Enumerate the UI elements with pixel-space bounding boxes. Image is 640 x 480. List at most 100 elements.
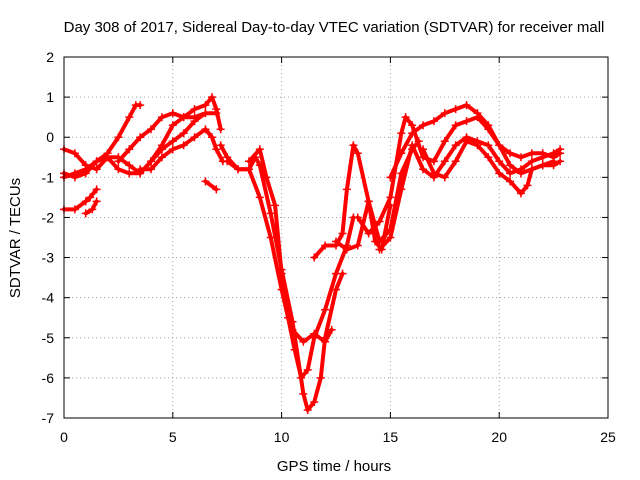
- data-point: [125, 145, 134, 154]
- data-point: [179, 113, 188, 122]
- data-point: [375, 245, 384, 254]
- data-point: [299, 389, 308, 398]
- x-tick-label: 20: [491, 429, 507, 445]
- data-point: [255, 193, 264, 202]
- data-point: [216, 125, 225, 134]
- data-point: [429, 169, 438, 178]
- data-point: [157, 145, 166, 154]
- series-12-trace: [312, 139, 421, 260]
- data-point: [549, 157, 558, 166]
- series-17-trace: [421, 139, 556, 196]
- series-5-trace: [138, 127, 225, 172]
- data-point: [244, 157, 253, 166]
- y-tick-label: -7: [42, 410, 55, 426]
- data-point: [506, 169, 515, 178]
- data-point: [375, 217, 384, 226]
- series-12: [310, 137, 423, 262]
- data-point: [473, 141, 482, 150]
- y-tick-label: -4: [42, 290, 55, 306]
- data-point: [538, 161, 547, 170]
- data-point: [484, 141, 493, 150]
- data-point: [310, 253, 319, 262]
- data-point: [207, 93, 216, 102]
- data-point: [440, 157, 449, 166]
- data-point: [88, 205, 97, 214]
- data-point: [419, 145, 428, 154]
- series-8-trace: [203, 179, 219, 192]
- data-point: [157, 113, 166, 122]
- data-point: [207, 133, 216, 142]
- chart-title: Day 308 of 2017, Sidereal Day-to-day VTE…: [64, 19, 605, 36]
- data-point: [277, 269, 286, 278]
- series-4: [114, 109, 221, 166]
- y-axis-label: SDTVAR / TECUs: [7, 178, 24, 298]
- data-point: [223, 157, 232, 166]
- plot-frame: [63, 56, 609, 419]
- data-point: [495, 141, 504, 150]
- data-point: [321, 241, 330, 250]
- data-point: [484, 121, 493, 130]
- data-point: [147, 125, 156, 134]
- data-point: [271, 201, 280, 210]
- data-point: [136, 133, 145, 142]
- data-series: [60, 93, 565, 414]
- data-point: [86, 193, 95, 202]
- data-point: [168, 137, 177, 146]
- data-point: [212, 185, 221, 194]
- data-point: [342, 245, 351, 254]
- data-point: [349, 141, 358, 150]
- data-point: [70, 149, 79, 158]
- data-point: [303, 405, 312, 414]
- data-point: [386, 233, 395, 242]
- data-point: [316, 373, 325, 382]
- data-point: [516, 153, 525, 162]
- data-point: [201, 101, 210, 110]
- series-7-trace: [83, 199, 99, 216]
- x-tick-label: 0: [60, 429, 68, 445]
- data-point: [332, 285, 340, 294]
- data-point: [179, 129, 188, 138]
- data-point: [556, 145, 565, 154]
- data-point: [516, 169, 525, 178]
- data-point: [327, 325, 336, 334]
- data-point: [440, 137, 449, 146]
- data-point: [506, 161, 515, 170]
- data-point: [451, 141, 460, 150]
- data-point: [81, 209, 90, 218]
- data-point: [92, 157, 101, 166]
- data-point: [168, 145, 177, 154]
- data-point: [408, 121, 417, 130]
- data-point: [255, 145, 264, 154]
- data-point: [462, 117, 471, 126]
- data-point: [401, 113, 410, 122]
- data-point: [538, 153, 547, 162]
- y-tick-label: -6: [42, 370, 55, 386]
- series-11-trace: [247, 147, 334, 344]
- data-point: [212, 109, 221, 118]
- data-point: [495, 169, 504, 178]
- data-point: [201, 109, 210, 118]
- series-14: [353, 113, 565, 238]
- data-point: [429, 157, 438, 166]
- data-point: [190, 133, 199, 142]
- data-point: [451, 105, 460, 114]
- data-point: [136, 165, 145, 174]
- data-point: [419, 165, 428, 174]
- series-8: [201, 177, 221, 194]
- data-point: [244, 165, 253, 174]
- data-point: [462, 101, 471, 110]
- data-point: [523, 181, 532, 190]
- data-point: [92, 185, 101, 194]
- series-4-trace: [116, 111, 219, 164]
- data-point: [190, 113, 199, 122]
- data-point: [386, 193, 395, 202]
- data-point: [125, 113, 134, 122]
- data-point: [103, 153, 112, 162]
- data-point: [397, 129, 406, 138]
- data-point: [147, 157, 156, 166]
- data-point: [190, 105, 199, 114]
- series-11: [244, 145, 336, 346]
- data-point: [506, 177, 515, 186]
- data-point: [527, 165, 536, 174]
- x-tick-label: 25: [600, 429, 616, 445]
